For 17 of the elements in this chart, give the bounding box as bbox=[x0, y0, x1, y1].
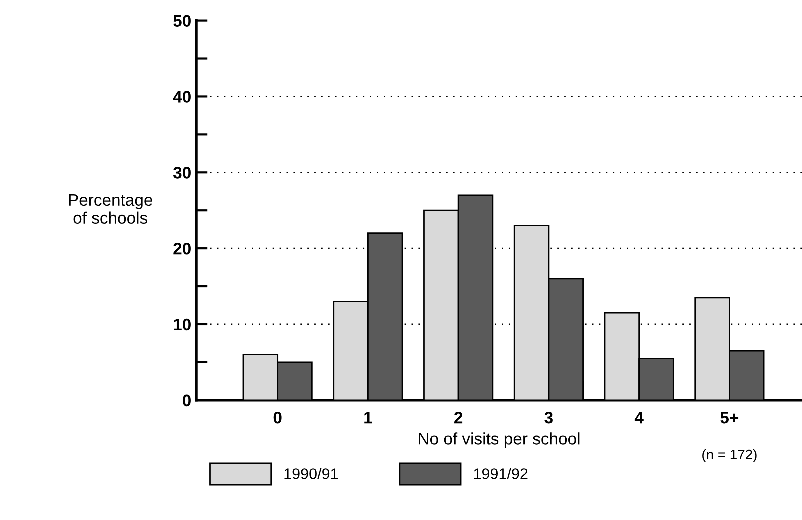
legend-label: 1991/92 bbox=[474, 468, 528, 480]
x-tick-label: 1 bbox=[364, 412, 372, 424]
x-tick-label: 2 bbox=[454, 412, 463, 424]
x-tick-label: 3 bbox=[544, 412, 553, 424]
x-axis-title: No of visits per school bbox=[419, 432, 580, 448]
y-tick-label: 40 bbox=[173, 91, 191, 103]
y-tick-label: 10 bbox=[174, 318, 191, 331]
y-axis-title: Percentage of schools bbox=[69, 194, 152, 224]
y-tick-label: 50 bbox=[174, 15, 191, 28]
y-tick-label: 20 bbox=[174, 242, 191, 255]
legend-label: 1990/91 bbox=[284, 468, 338, 480]
x-tick-label: 5+ bbox=[720, 412, 739, 424]
y-tick-label: 30 bbox=[173, 167, 191, 179]
x-tick-label: 4 bbox=[634, 412, 644, 424]
y-tick-label: 0 bbox=[183, 394, 191, 407]
text: (n = 172) bbox=[702, 449, 757, 462]
x-tick-label: 0 bbox=[274, 412, 282, 424]
